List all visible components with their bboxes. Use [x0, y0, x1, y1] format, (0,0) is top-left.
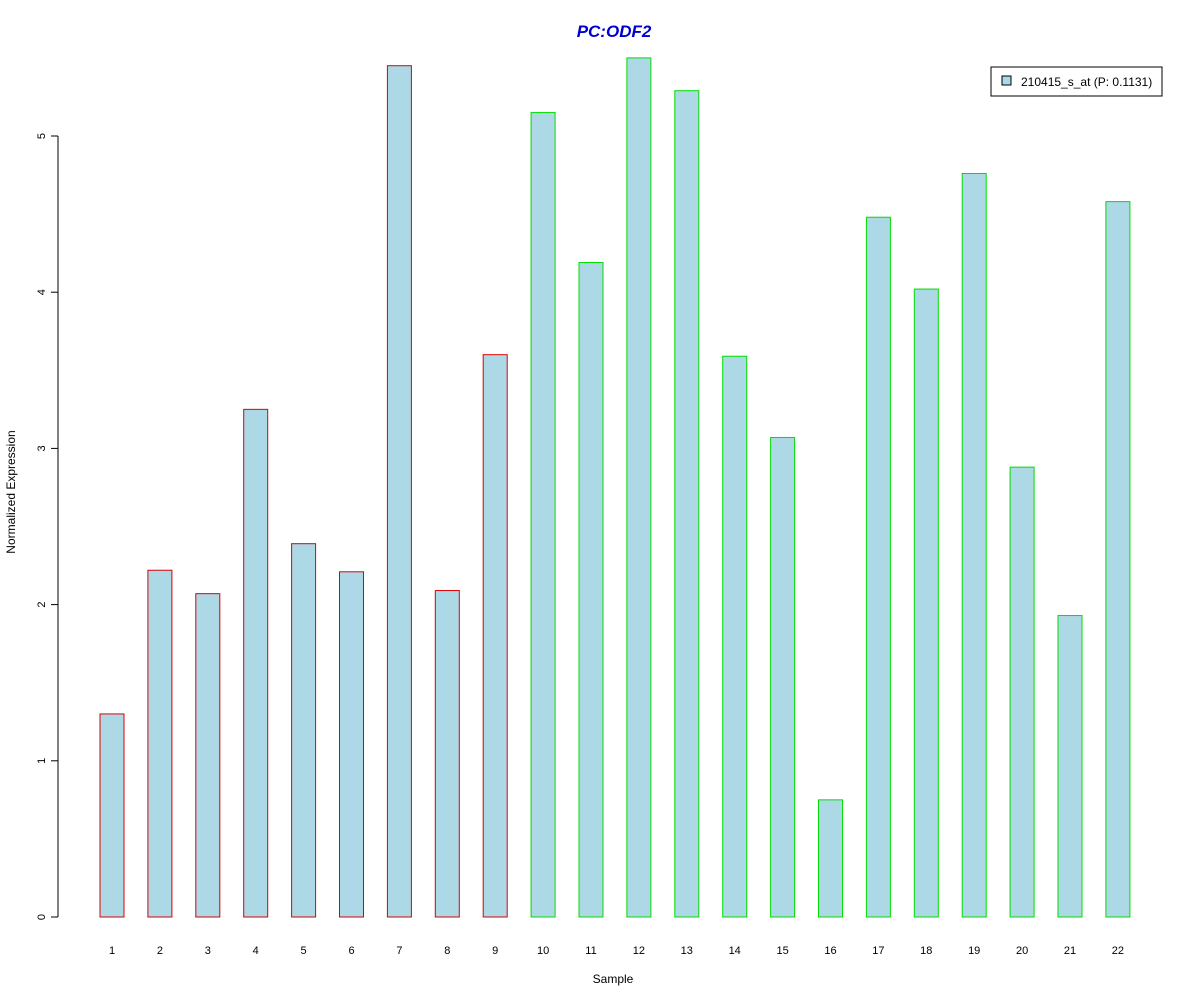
y-tick-label: 0 — [36, 914, 48, 920]
x-tick-label: 19 — [968, 945, 980, 957]
x-tick-label: 3 — [205, 945, 211, 957]
bar-sample-14 — [722, 355, 748, 918]
legend-entry-label: 210415_s_at (P: 0.1131) — [1021, 75, 1152, 89]
x-tick-label: 11 — [585, 945, 596, 957]
x-tick-label: 18 — [920, 945, 932, 957]
bar-sample-18 — [913, 288, 939, 918]
bar-sample-3 — [195, 593, 221, 918]
bar-sample-12 — [626, 57, 652, 918]
y-tick-label: 1 — [36, 758, 48, 764]
y-tick-label: 5 — [36, 133, 48, 139]
x-tick-label: 7 — [396, 945, 402, 957]
x-tick-label: 17 — [872, 945, 884, 957]
y-tick-label: 3 — [36, 445, 48, 451]
bar-sample-4 — [243, 408, 269, 918]
y-axis: 0 1 2 3 4 5 — [36, 133, 59, 920]
bar-sample-9 — [482, 354, 508, 918]
x-tick-label: 20 — [1016, 945, 1028, 957]
bar-sample-2 — [147, 569, 173, 918]
bars-group — [99, 57, 1131, 918]
bar-sample-11 — [578, 262, 604, 918]
x-tick-label: 12 — [633, 945, 645, 957]
bar-sample-1 — [99, 713, 125, 918]
x-tick-label: 22 — [1112, 945, 1124, 957]
bar-sample-15 — [770, 436, 796, 918]
x-tick-label: 5 — [301, 945, 307, 957]
x-tick-label: 9 — [492, 945, 498, 957]
bar-sample-6 — [339, 571, 364, 918]
bar-sample-17 — [865, 216, 891, 918]
x-tick-label: 21 — [1064, 945, 1076, 957]
y-axis-label: Normalized Expression — [4, 430, 18, 553]
x-tick-label: 4 — [253, 945, 259, 957]
bar-sample-5 — [291, 543, 317, 918]
y-tick-label: 4 — [36, 289, 48, 295]
bar-sample-22 — [1105, 201, 1131, 918]
y-tick-label: 2 — [36, 602, 48, 608]
x-tick-label: 6 — [348, 945, 354, 957]
bar-sample-13 — [674, 90, 700, 918]
x-tick-labels: 1 2 3 4 5 6 7 8 9 10 11 12 13 14 15 16 17 18 19 20 21 22 — [109, 945, 1124, 957]
legend-box — [990, 66, 1163, 97]
bar-sample-8 — [434, 590, 460, 918]
x-axis-label: Sample — [593, 972, 634, 986]
bar-sample-7 — [386, 65, 412, 918]
legend: 210415_s_at (P: 0.1131) — [990, 66, 1163, 97]
bar-sample-16 — [818, 799, 843, 918]
chart-title: PC:ODF2 — [577, 22, 652, 41]
x-tick-label: 13 — [681, 945, 693, 957]
bar-sample-20 — [1009, 466, 1035, 918]
x-tick-label: 1 — [109, 945, 115, 957]
x-tick-label: 14 — [729, 945, 741, 957]
x-tick-label: 15 — [776, 945, 788, 957]
x-tick-label: 16 — [824, 945, 836, 957]
x-tick-label: 8 — [444, 945, 450, 957]
bar-sample-10 — [530, 112, 556, 918]
x-tick-label: 10 — [537, 945, 549, 957]
legend-swatch — [1001, 75, 1012, 86]
x-tick-label: 2 — [157, 945, 163, 957]
bar-sample-21 — [1057, 615, 1083, 918]
bar-sample-19 — [961, 172, 987, 918]
